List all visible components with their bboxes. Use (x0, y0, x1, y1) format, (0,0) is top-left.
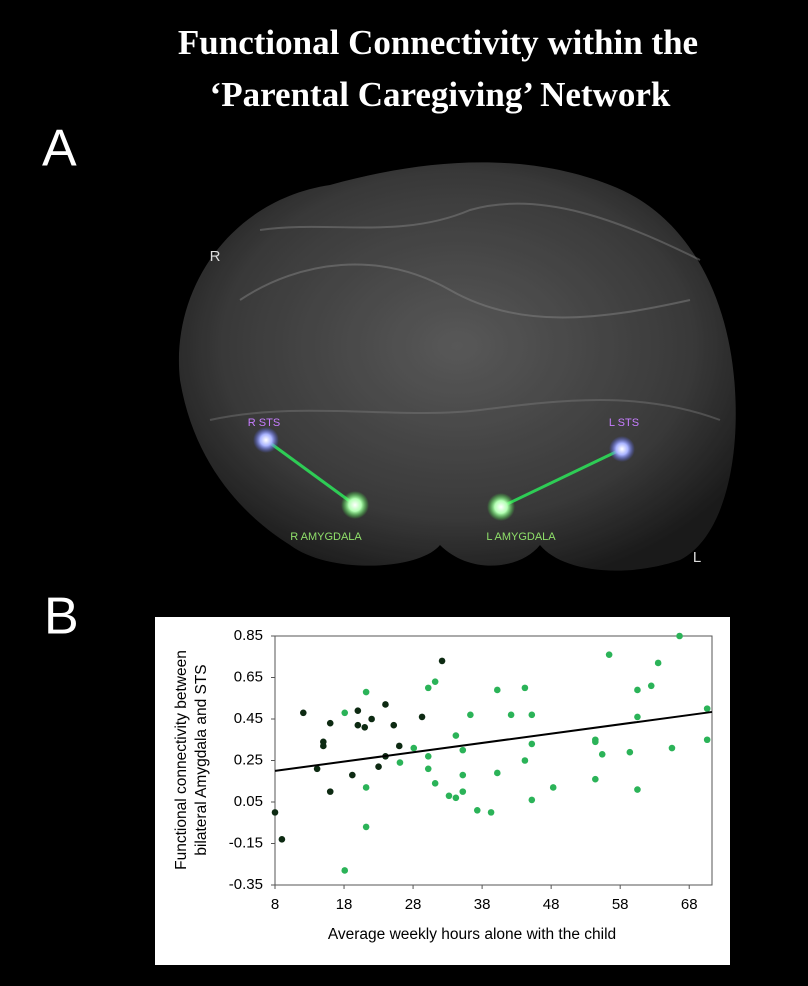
y-tick-label: 0.45 (234, 710, 263, 727)
point (424, 684, 432, 692)
point (528, 740, 536, 748)
point (676, 632, 683, 640)
y-axis-label: bilateral Amygdala and STS (193, 664, 210, 855)
point (431, 780, 439, 787)
point (703, 705, 711, 712)
x-tick-label: 48 (543, 896, 560, 913)
point (528, 796, 536, 804)
point (349, 771, 356, 779)
point (278, 836, 286, 843)
panel-label: B (44, 588, 79, 646)
point (459, 788, 467, 795)
point (647, 682, 655, 690)
point (362, 784, 370, 791)
point (410, 744, 418, 752)
point (362, 688, 370, 696)
point (354, 707, 362, 714)
point (592, 738, 599, 746)
point (418, 713, 426, 721)
point (549, 784, 557, 791)
point (438, 657, 446, 665)
point (592, 775, 599, 783)
point (375, 763, 382, 771)
x-tick-label: 58 (612, 896, 629, 913)
point (487, 809, 495, 816)
y-tick-label: 0.85 (234, 627, 263, 644)
point (326, 788, 334, 795)
y-tick-label: 0.65 (234, 668, 263, 685)
point (320, 742, 327, 750)
point (598, 750, 606, 758)
y-tick-label: -0.15 (229, 834, 263, 851)
point (431, 678, 439, 685)
node (487, 493, 515, 521)
node-label: R AMYGDALA (290, 531, 362, 543)
point (654, 659, 662, 667)
y-tick-label: 0.25 (234, 751, 263, 768)
point (452, 732, 460, 739)
point (326, 719, 334, 727)
x-tick-label: 18 (336, 896, 353, 913)
point (626, 748, 634, 756)
node-label: R STS (248, 417, 280, 429)
node (609, 436, 635, 462)
point (459, 746, 467, 754)
x-axis-label: Average weekly hours alone with the chil… (328, 926, 616, 943)
y-axis-label: Functional connectivity between (173, 650, 190, 870)
point (459, 771, 467, 779)
point (300, 709, 307, 717)
connection (500, 447, 623, 509)
connection (265, 438, 356, 507)
title-line: Functional Connectivity within the (178, 23, 698, 62)
point (634, 713, 641, 721)
point (521, 684, 529, 692)
point (390, 721, 398, 729)
point (445, 792, 453, 800)
point (424, 753, 432, 760)
point (271, 809, 279, 816)
trendline (274, 710, 713, 772)
point (493, 686, 501, 694)
node-label: L AMYGDALA (486, 531, 556, 543)
x-tick-label: 38 (474, 896, 491, 913)
point (452, 794, 460, 802)
brain (178, 162, 736, 571)
point (361, 724, 369, 731)
point (424, 765, 432, 773)
point (703, 736, 711, 744)
point (467, 711, 474, 719)
point (382, 701, 389, 708)
x-tick-label: 28 (405, 896, 422, 913)
panel-label: A (42, 120, 77, 178)
point (634, 786, 641, 793)
title-line: ‘Parental Caregiving’ Network (210, 75, 671, 114)
point (341, 867, 349, 874)
point (362, 823, 370, 831)
node (253, 427, 279, 453)
point (396, 759, 404, 766)
y-tick-label: -0.35 (229, 876, 263, 893)
x-tick-label: 8 (271, 896, 279, 913)
point (341, 709, 349, 717)
chart-panel (155, 617, 730, 965)
point (313, 765, 321, 773)
point (634, 686, 641, 694)
node-label: L STS (609, 417, 639, 429)
orientation-label: L (693, 549, 701, 566)
y-tick-label: 0.05 (234, 793, 263, 810)
point (507, 711, 515, 719)
point (528, 711, 536, 719)
point (493, 769, 501, 777)
point (354, 721, 362, 729)
orientation-label: R (210, 248, 221, 265)
point (368, 715, 375, 723)
point (605, 651, 613, 658)
x-tick-label: 68 (681, 896, 698, 913)
point (473, 807, 481, 814)
point (521, 757, 529, 764)
point (668, 744, 676, 752)
node (341, 491, 369, 519)
point (395, 742, 403, 750)
